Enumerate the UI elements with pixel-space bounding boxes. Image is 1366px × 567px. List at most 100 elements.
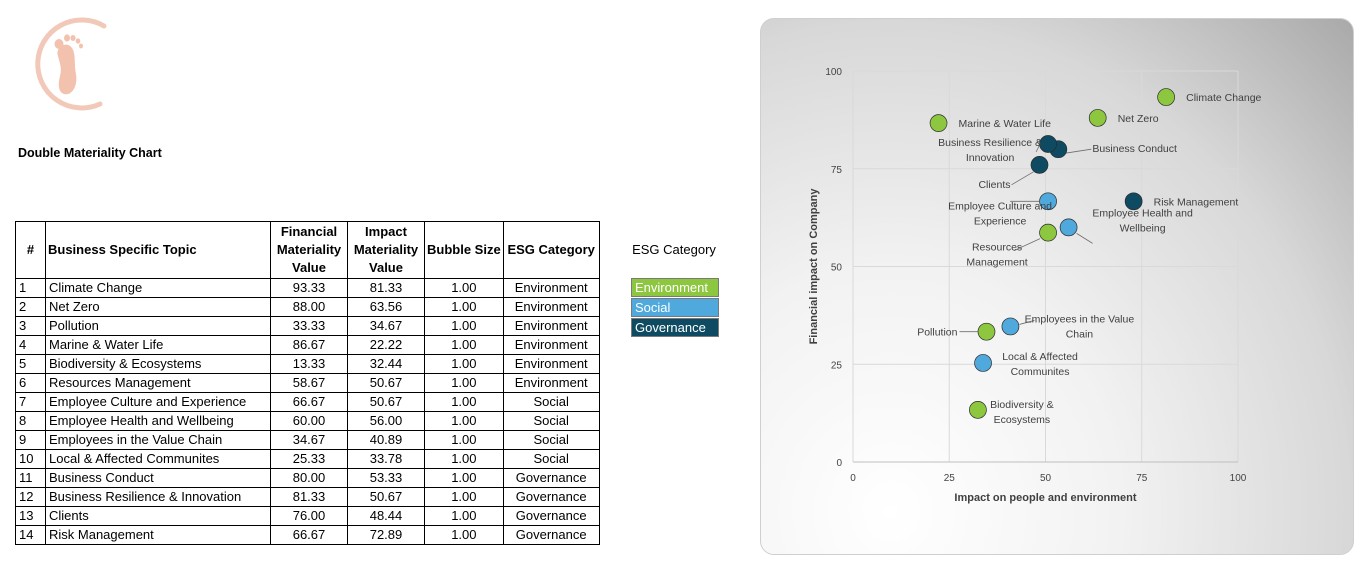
cell-impact: 50.67: [347, 373, 425, 393]
cell-financial: 93.33: [270, 278, 348, 298]
table-row: 6 Resources Management 58.67 50.67 1.00 Envir…: [15, 373, 600, 393]
data-label: Business Conduct: [1092, 143, 1177, 155]
data-label: Marine & Water Life: [959, 118, 1052, 130]
cell-financial: 58.67: [270, 373, 348, 393]
y-tick-label: 0: [836, 458, 842, 469]
cell-category: Governance: [502, 506, 600, 526]
page-title: Double Materiality Chart: [18, 146, 162, 160]
data-point: [1039, 192, 1057, 211]
cell-category: Social: [502, 392, 600, 412]
cell-bubble: 1.00: [424, 373, 504, 393]
leader-line: [1076, 233, 1093, 244]
cell-impact: 34.67: [347, 316, 425, 336]
table-row: 5 Biodiversity & Ecosystems 13.33 32.44 1.00…: [15, 354, 600, 374]
table-row: 9 Employees in the Value Chain 34.67 40.89 1…: [15, 430, 600, 450]
cell-num: 8: [15, 411, 46, 431]
header-impact-line: Materiality: [353, 242, 419, 257]
header-bubble: Bubble Size: [424, 221, 504, 279]
data-label: Net Zero: [1118, 113, 1159, 125]
table-row: 11 Business Conduct 80.00 53.33 1.00 Governan…: [15, 468, 600, 488]
data-label: Biodiversity &: [990, 399, 1054, 411]
data-label: Climate Change: [1186, 92, 1261, 104]
cell-bubble: 1.00: [424, 354, 504, 374]
topics-table: # Business Specific Topic Financial Mate…: [15, 221, 600, 545]
cell-financial: 88.00: [270, 297, 348, 317]
cell-impact: 40.89: [347, 430, 425, 450]
cell-topic: Local & Affected Communites: [45, 449, 271, 469]
cell-financial: 80.00: [270, 468, 348, 488]
data-label: Ecosystems: [994, 414, 1051, 426]
cell-topic: Risk Management: [45, 525, 271, 545]
table-header-row: # Business Specific Topic Financial Mate…: [15, 221, 600, 279]
cell-impact: 50.67: [347, 392, 425, 412]
cell-impact: 48.44: [347, 506, 425, 526]
cell-bubble: 1.00: [424, 525, 504, 545]
cell-impact: 63.56: [347, 297, 425, 317]
leader-line: [1011, 171, 1034, 186]
data-point: [969, 401, 987, 419]
scatter-plot: 0 25 50 75 100 0 25 50 75 100 Impact on people and…: [808, 67, 1262, 504]
cell-num: 13: [15, 506, 46, 526]
data-label: Wellbeing: [1120, 222, 1166, 234]
cell-num: 12: [15, 487, 46, 507]
header-financial-line: Materiality: [276, 242, 342, 257]
data-point: [1124, 192, 1143, 211]
cell-impact: 32.44: [347, 354, 425, 374]
cell-bubble: 1.00: [424, 316, 504, 336]
data-label: Business Resilience &: [938, 137, 1042, 149]
data-label: Pollution: [917, 327, 957, 339]
data-label: Employees in the Value: [1025, 313, 1135, 325]
leader-line: [1019, 320, 1035, 325]
cell-category: Governance: [502, 468, 600, 488]
table-row: 7 Employee Culture and Experience 66.67 50.…: [15, 392, 600, 412]
leader-line: [1035, 145, 1040, 153]
y-axis-title: Financial impact on Company: [808, 188, 820, 345]
cell-category: Governance: [502, 525, 600, 545]
y-tick-label: 50: [831, 263, 843, 274]
header-impact: Impact Materiality Value: [347, 221, 425, 279]
footprint-icon: [35, 17, 107, 111]
cell-financial: 13.33: [270, 354, 348, 374]
table-row: 14 Risk Management 66.67 72.89 1.00 Governanc…: [15, 525, 600, 545]
table-row: 1 Climate Change 93.33 81.33 1.00 Environment: [15, 278, 600, 298]
cell-num: 5: [15, 354, 46, 374]
table-row: 10 Local & Affected Communites 25.33 33.78 1…: [15, 449, 600, 469]
y-tick-label: 25: [831, 360, 843, 371]
cell-num: 1: [15, 278, 46, 298]
x-tick-label: 50: [1040, 473, 1052, 484]
data-label: Innovation: [966, 152, 1015, 164]
cell-topic: Biodiversity & Ecosystems: [45, 354, 271, 374]
cell-financial: 81.33: [270, 487, 348, 507]
leader-line: [1065, 148, 1092, 154]
cell-financial: 34.67: [270, 430, 348, 450]
header-topic: Business Specific Topic: [45, 221, 271, 279]
data-label: Chain: [1066, 328, 1094, 340]
cell-impact: 72.89: [347, 525, 425, 545]
data-label: Local & Affected: [1002, 351, 1078, 363]
cell-impact: 53.33: [347, 468, 425, 488]
cell-num: 14: [15, 525, 46, 545]
x-axis-title: Impact on people and environment: [954, 492, 1136, 504]
cell-num: 3: [15, 316, 46, 336]
cell-category: Social: [502, 411, 600, 431]
data-label: Employee Culture and: [948, 200, 1052, 212]
data-point: [929, 114, 948, 132]
legend-item-social: Social: [631, 298, 719, 317]
cell-num: 11: [15, 468, 46, 488]
x-tick-label: 0: [850, 473, 856, 484]
data-label: Experience: [974, 215, 1027, 227]
leader-line: [1013, 238, 1041, 251]
materiality-chart: 0 25 50 75 100 0 25 50 75 100 Impact on people and…: [760, 18, 1354, 555]
cell-impact: 22.22: [347, 335, 425, 355]
data-point: [1157, 88, 1175, 106]
legend-title: ESG Category: [632, 242, 716, 257]
cell-bubble: 1.00: [424, 430, 504, 450]
data-point: [1059, 218, 1078, 237]
cell-num: 6: [15, 373, 46, 393]
cell-topic: Net Zero: [45, 297, 271, 317]
header-num: #: [15, 221, 46, 279]
data-label: Resources: [972, 242, 1022, 254]
cell-bubble: 1.00: [424, 487, 504, 507]
cell-topic: Business Resilience & Innovation: [45, 487, 271, 507]
cell-bubble: 1.00: [424, 278, 504, 298]
